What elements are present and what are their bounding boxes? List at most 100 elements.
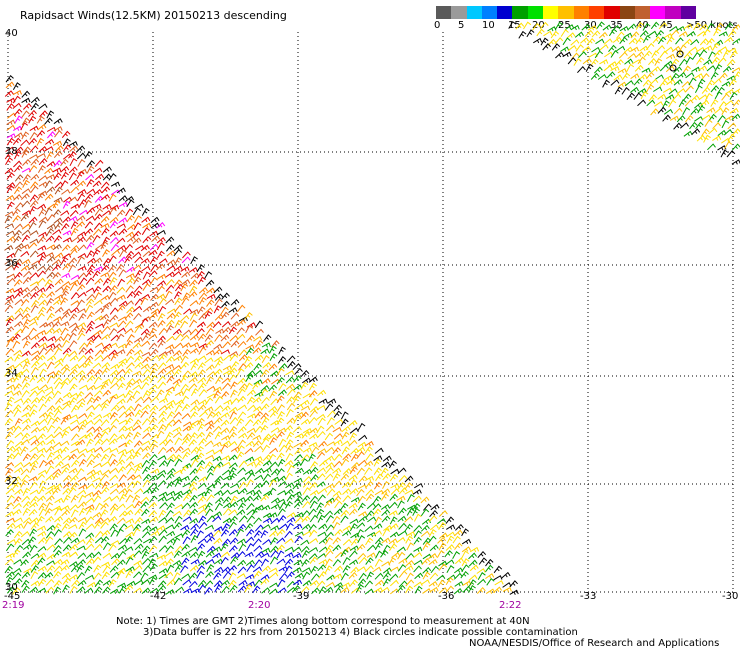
wind-barb xyxy=(214,298,223,307)
wind-barb xyxy=(109,230,119,237)
wind-barb xyxy=(656,45,665,52)
wind-barb xyxy=(237,377,247,385)
wind-barb xyxy=(658,22,668,30)
wind-barb xyxy=(70,306,80,314)
wind-barb xyxy=(6,133,16,139)
wind-barb xyxy=(237,502,247,510)
wind-barb xyxy=(53,316,63,322)
wind-barb xyxy=(453,587,463,595)
wind-barb xyxy=(214,405,224,412)
wind-barb xyxy=(357,535,366,544)
wind-barb xyxy=(253,538,262,546)
wind-barb xyxy=(628,37,638,45)
wind-barb xyxy=(269,572,279,579)
wind-barb xyxy=(261,504,271,511)
wind-barb xyxy=(332,490,342,497)
wind-barb xyxy=(190,475,200,483)
wind-barb xyxy=(262,433,272,441)
wind-barb xyxy=(205,471,214,480)
wind-barb xyxy=(196,417,205,426)
wind-barb xyxy=(87,257,97,264)
wind-barb xyxy=(477,572,486,580)
wind-barb xyxy=(182,388,191,397)
wind-barb xyxy=(388,460,397,469)
wind-barb xyxy=(373,467,382,475)
wind-barb xyxy=(731,113,740,121)
wind-barb xyxy=(254,474,264,481)
time-label: 2:19 xyxy=(2,600,25,611)
wind-barb xyxy=(277,579,286,587)
wind-barb xyxy=(100,305,109,314)
wind-barb xyxy=(69,516,78,524)
wind-barb xyxy=(14,146,24,153)
wind-barb xyxy=(397,500,405,509)
wind-barb xyxy=(469,564,479,572)
wind-barb xyxy=(38,469,48,476)
wind-barb xyxy=(133,215,142,224)
wind-barb xyxy=(4,369,13,377)
wind-barb xyxy=(14,530,23,539)
wind-barb xyxy=(109,523,118,531)
wind-barb xyxy=(244,355,253,364)
wind-barb xyxy=(84,228,94,236)
wind-barb xyxy=(149,286,159,293)
wind-barb xyxy=(220,482,230,489)
wind-barb xyxy=(309,537,319,544)
wind-barb xyxy=(711,56,720,65)
wind-barb xyxy=(366,571,374,580)
wind-barb xyxy=(670,29,680,37)
wind-barb xyxy=(13,409,22,417)
wind-barb xyxy=(7,538,17,545)
wind-barb xyxy=(247,404,257,412)
wind-barb xyxy=(36,354,46,362)
wind-barb xyxy=(626,92,635,100)
wind-barb xyxy=(710,85,720,93)
wind-barb xyxy=(404,475,414,483)
wind-barb xyxy=(285,383,296,390)
wind-barb xyxy=(126,277,136,285)
wind-barb xyxy=(14,298,24,306)
wind-barb xyxy=(14,202,24,210)
wind-barb xyxy=(300,539,310,546)
wind-barb xyxy=(721,137,731,144)
wind-barb xyxy=(6,172,15,180)
wind-barb xyxy=(228,529,238,536)
wind-barb xyxy=(5,157,14,166)
wind-barb xyxy=(212,511,223,518)
wind-barb xyxy=(6,339,14,348)
wind-barb xyxy=(372,566,382,573)
wind-barb xyxy=(132,480,141,489)
wind-barb xyxy=(694,73,704,79)
wind-barb xyxy=(142,565,152,573)
wind-barb xyxy=(253,579,263,587)
wind-barb xyxy=(228,579,237,588)
wind-barb xyxy=(132,342,142,349)
wind-barb xyxy=(721,107,730,115)
wind-barb xyxy=(181,447,191,454)
wind-barb xyxy=(141,587,151,594)
wind-barb xyxy=(22,179,30,188)
wind-barb xyxy=(125,355,135,364)
wind-barb xyxy=(63,481,72,489)
wind-barb xyxy=(172,426,182,433)
wind-barb xyxy=(196,270,205,279)
wind-barb xyxy=(714,63,723,72)
wind-barb xyxy=(46,553,56,560)
wind-barb xyxy=(318,523,328,530)
wind-barb xyxy=(53,549,62,558)
wind-barb xyxy=(5,211,15,217)
wind-barb xyxy=(278,438,287,447)
wind-barb xyxy=(53,377,63,385)
wind-barb xyxy=(4,356,14,363)
wind-barb xyxy=(173,350,183,357)
wind-barb xyxy=(230,389,238,398)
wind-barb xyxy=(46,371,56,377)
wind-barb xyxy=(158,517,168,523)
wind-barb xyxy=(6,103,15,111)
wind-barb xyxy=(108,271,117,280)
wind-barb xyxy=(61,430,70,439)
wind-barb xyxy=(117,466,126,474)
wind-barb xyxy=(567,57,577,65)
colorbar-swatch xyxy=(451,6,467,19)
wind-barb xyxy=(46,110,55,119)
